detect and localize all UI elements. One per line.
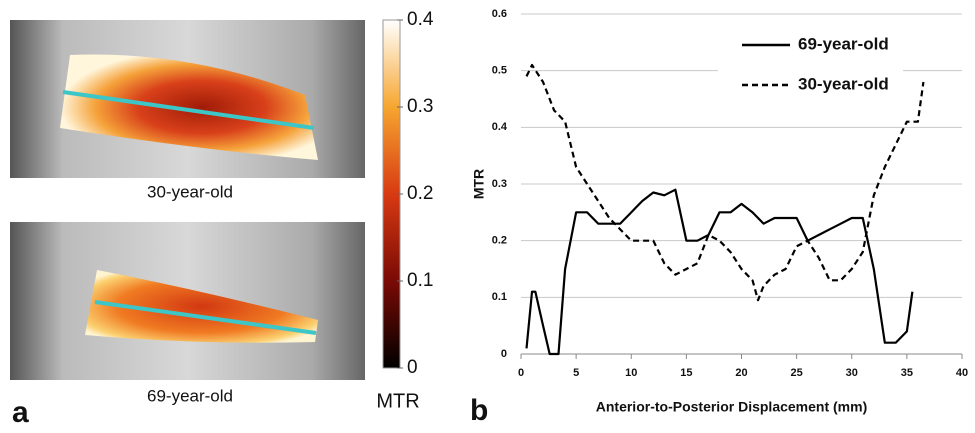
colorbar-tick-label: 0.2: [407, 183, 433, 204]
x-tick-label: 35: [901, 367, 913, 379]
x-tick-label: 0: [518, 367, 524, 379]
y-tick-label: 0.2: [492, 235, 507, 247]
x-tick-label: 15: [680, 367, 692, 379]
panel-label: a: [12, 396, 29, 429]
legend-label: 69-year-old: [798, 34, 889, 53]
mri-image-bottom: [10, 222, 365, 380]
y-axis-title: MTR: [471, 169, 487, 199]
x-axis-title: Anterior-to-Posterior Displacement (mm): [596, 399, 867, 415]
x-tick-label: 25: [791, 367, 803, 379]
colorbar-tick-label: 0.1: [407, 270, 433, 291]
y-tick-label: 0.5: [492, 65, 507, 77]
y-tick-label: 0.3: [492, 178, 507, 190]
x-tick-label: 5: [573, 367, 579, 379]
y-tick-label: 0.4: [492, 121, 508, 133]
y-tick-label: 0: [501, 348, 507, 360]
y-tick-label: 0.6: [492, 8, 507, 20]
x-tick-label: 10: [625, 367, 637, 379]
x-tick-label: 40: [956, 367, 968, 379]
data-line: [525, 63, 925, 302]
legend-box: [718, 25, 903, 107]
colorbar-tick-label: 0: [407, 357, 418, 378]
caption: 30-year-old: [147, 182, 233, 201]
caption: 69-year-old: [147, 386, 233, 405]
colorbar-label: MTR: [376, 390, 419, 412]
data-line: [525, 188, 914, 356]
colorbar-tick-label: 0.3: [407, 96, 433, 117]
y-tick-label: 0.1: [492, 291, 507, 303]
legend-label: 30-year-old: [798, 74, 889, 93]
mri-image-top: [10, 20, 365, 178]
x-tick-label: 20: [735, 367, 747, 379]
panel-label: b: [470, 394, 488, 427]
x-tick-label: 30: [846, 367, 858, 379]
colorbar-tick-label: 0.4: [407, 9, 434, 30]
